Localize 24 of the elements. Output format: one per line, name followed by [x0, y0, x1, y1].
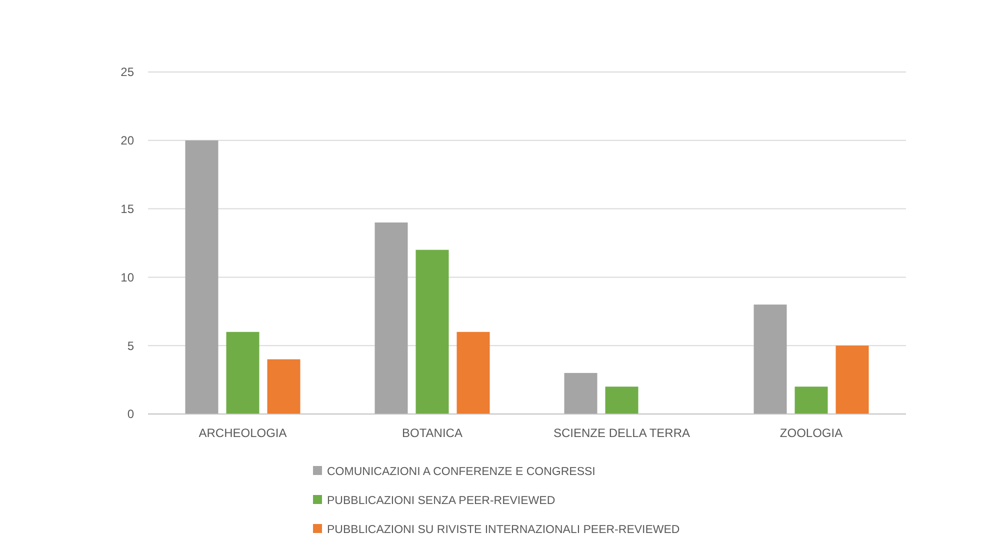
bar	[754, 304, 787, 414]
bar	[456, 332, 490, 414]
x-tick-label: ZOOLOGIA	[780, 426, 843, 440]
bar	[794, 386, 828, 414]
y-tick-label: 15	[120, 202, 134, 216]
bar	[605, 386, 638, 414]
x-tick-label: ARCHEOLOGIA	[198, 426, 287, 440]
y-tick-label: 10	[120, 270, 134, 284]
bar	[416, 250, 449, 414]
bar	[836, 346, 869, 414]
y-tick-label: 0	[127, 407, 134, 422]
y-tick-label: 20	[120, 134, 134, 148]
bar	[267, 359, 300, 414]
x-tick-label: SCIENZE DELLA TERRA	[554, 426, 690, 440]
legend-label: COMUNICAZIONI A CONFERENZE E CONGRESSI	[327, 466, 596, 478]
bar	[564, 372, 598, 414]
legend-label: PUBBLICAZIONI SENZA PEER-REVIEWED	[327, 495, 556, 508]
y-tick-label: 25	[120, 65, 134, 80]
bar	[374, 222, 408, 414]
bar	[185, 140, 218, 414]
legend-label: PUBBLICAZIONI SU RIVISTE INTERNAZIONALI PEER-REVIEWED	[327, 524, 680, 536]
bar	[226, 332, 260, 414]
y-tick-label: 5	[127, 338, 134, 353]
x-tick-label: BOTANICA	[402, 426, 462, 440]
